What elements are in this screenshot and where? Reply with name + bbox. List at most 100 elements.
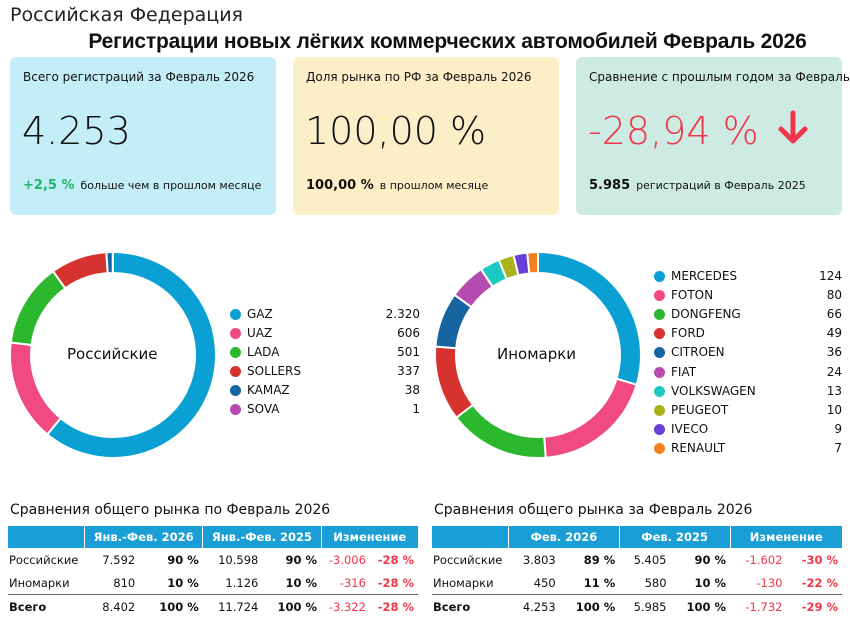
- prev-share-value: 100,00 %: [306, 178, 374, 193]
- page-title: Регистрации новых лёгких коммерческих ав…: [0, 30, 850, 54]
- legend-item-peugeot: PEUGEOT 10: [654, 401, 842, 420]
- legend-label: UAZ: [247, 326, 272, 340]
- column-header: Фев. 2026: [509, 526, 620, 548]
- previous-value: 5.985: [619, 595, 670, 618]
- month-table-title: Сравнения общего рынка за Февраль 2026: [434, 502, 752, 518]
- current-share: 100 %: [560, 595, 620, 618]
- change-value: -316: [321, 571, 370, 595]
- previous-value: 5.405: [619, 548, 670, 571]
- previous-share: 10 %: [671, 571, 731, 595]
- row-label: Российские: [432, 548, 509, 571]
- legend-value: 7: [834, 441, 842, 455]
- legend-value: 501: [397, 345, 420, 359]
- legend-dot-icon: [654, 347, 665, 358]
- previous-share: 90 %: [262, 548, 321, 571]
- row-label: Всего: [8, 595, 85, 618]
- legend-item-renault: RENAULT 7: [654, 439, 842, 458]
- legend-item-foton: FOTON 80: [654, 286, 842, 305]
- slice-lada: [11, 271, 66, 345]
- legend-value: 337: [397, 364, 420, 378]
- legend-value: 49: [827, 326, 842, 340]
- legend-value: 1: [412, 402, 420, 416]
- change-percent: -28 %: [370, 571, 418, 595]
- legend-label: MERCEDES: [671, 269, 737, 283]
- legend-label: FORD: [671, 326, 705, 340]
- legend-value: 124: [819, 269, 842, 283]
- legend-item-ford: FORD 49: [654, 324, 842, 343]
- legend-dot-icon: [230, 385, 241, 396]
- current-share: 89 %: [560, 548, 620, 571]
- legend-label: RENAULT: [671, 441, 725, 455]
- legend-dot-icon: [654, 424, 665, 435]
- current-share: 11 %: [560, 571, 620, 595]
- change-value: -130: [730, 571, 786, 595]
- legend-dot-icon: [654, 271, 665, 282]
- legend-dot-icon: [654, 367, 665, 378]
- column-header: Янв.-Фев. 2025: [203, 526, 321, 548]
- total-registrations-value: 4.253: [22, 109, 131, 153]
- slice-dongfeng: [456, 405, 545, 458]
- month-delta-value: +2,5 %: [23, 178, 74, 193]
- legend-item-mercedes: MERCEDES 124: [654, 267, 842, 286]
- card-caption: Доля рынка по РФ за Февраль 2026: [306, 70, 532, 84]
- prev-year-text: регистраций в Февраль 2025: [636, 179, 806, 192]
- slice-sollers: [53, 252, 108, 288]
- legend-label: PEUGEOT: [671, 403, 728, 417]
- change-percent: -30 %: [786, 548, 842, 571]
- card-caption: Всего регистраций за Февраль 2026: [23, 70, 254, 84]
- previous-value: 580: [619, 571, 670, 595]
- legend-value: 80: [827, 288, 842, 302]
- legend-label: IVECO: [671, 422, 708, 436]
- column-header: Изменение: [730, 526, 842, 548]
- ytd-table-title: Сравнения общего рынка по Февраль 2026: [10, 502, 330, 518]
- card-caption: Сравнение с прошлым годом за Февраль: [589, 70, 850, 84]
- slice-foton: [544, 379, 636, 458]
- legend-label: GAZ: [247, 307, 273, 321]
- legend-dot-icon: [230, 404, 241, 415]
- legend-value: 2.320: [386, 307, 420, 321]
- legend-value: 13: [827, 384, 842, 398]
- month-delta-text: больше чем в прошлом месяце: [80, 179, 261, 192]
- legend-value: 24: [827, 365, 842, 379]
- legend-value: 606: [397, 326, 420, 340]
- total-registrations-card: Всего регистраций за Февраль 2026 4.253 …: [10, 57, 276, 215]
- change-percent: -28 %: [370, 595, 418, 618]
- slice-uaz: [10, 342, 61, 434]
- legend-label: FIAT: [671, 365, 696, 379]
- current-value: 8.402: [85, 595, 140, 618]
- row-label: Всего: [432, 595, 509, 618]
- legend-value: 36: [827, 345, 842, 359]
- legend-dot-icon: [654, 443, 665, 454]
- legend-label: SOLLERS: [247, 364, 301, 378]
- legend-label: FOTON: [671, 288, 713, 302]
- current-value: 3.803: [509, 548, 560, 571]
- legend-value: 10: [827, 403, 842, 417]
- slice-mercedes: [538, 252, 641, 385]
- legend-dot-icon: [654, 309, 665, 320]
- current-share: 10 %: [139, 571, 203, 595]
- legend-item-sollers: SOLLERS 337: [230, 362, 420, 381]
- legend-dot-icon: [230, 366, 241, 377]
- legend-dot-icon: [654, 328, 665, 339]
- previous-share: 10 %: [262, 571, 321, 595]
- region-label: Российская Федерация: [10, 4, 243, 26]
- legend-item-uaz: UAZ 606: [230, 324, 420, 343]
- current-value: 810: [85, 571, 140, 595]
- arrow-down-icon: [776, 110, 810, 146]
- previous-share: 100 %: [671, 595, 731, 618]
- change-percent: -28 %: [370, 548, 418, 571]
- legend-item-gaz: GAZ 2.320: [230, 305, 420, 324]
